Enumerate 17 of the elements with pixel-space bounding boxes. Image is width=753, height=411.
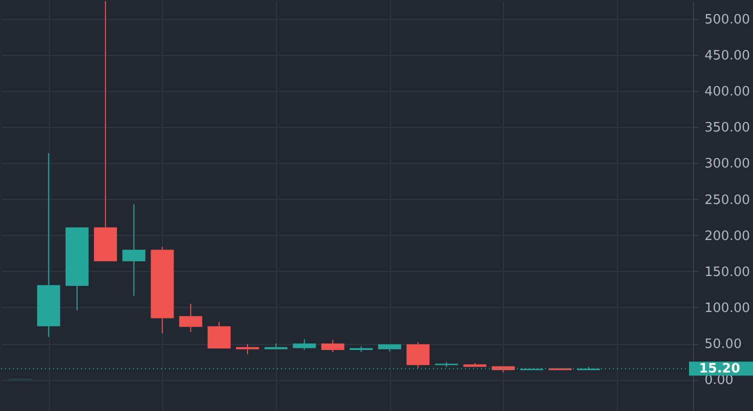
candlestick xyxy=(150,246,174,334)
y-tick-label: 100.00 xyxy=(704,300,750,316)
candlestick xyxy=(434,362,458,368)
y-tick-label: 300.00 xyxy=(704,156,750,172)
candlestick xyxy=(122,204,146,296)
y-tick-label: 350.00 xyxy=(704,120,750,136)
y-tick-label: 450.00 xyxy=(704,48,750,64)
y-tick-label: 200.00 xyxy=(704,228,750,244)
candlestick xyxy=(179,303,202,332)
y-tick-label: 400.00 xyxy=(704,84,750,100)
y-tick-label: 250.00 xyxy=(704,192,750,208)
candlestick xyxy=(292,338,316,350)
y-tick-label: 50.00 xyxy=(704,337,742,352)
ref-line-label: 15.20 xyxy=(699,362,740,377)
candlestick xyxy=(236,344,260,355)
y-tick-label: 500.00 xyxy=(704,12,750,28)
y-tick-label: 150.00 xyxy=(704,264,750,280)
